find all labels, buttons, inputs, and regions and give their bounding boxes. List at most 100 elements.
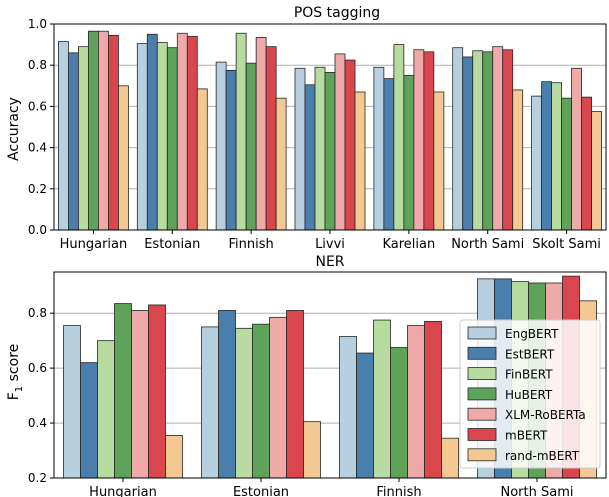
bar-finbert (235, 327, 253, 479)
bar-engbert (339, 336, 357, 479)
bar-estbert (541, 81, 552, 231)
bar-mbert (581, 96, 592, 231)
legend-swatch (467, 326, 497, 340)
bar-estbert (356, 352, 374, 479)
legend-label: XLM-RoBERTa (505, 408, 586, 422)
ner-x-categories: Hungarian Estonian Finnish North Sami (89, 478, 574, 497)
bar-finbert (314, 66, 326, 231)
bar-engbert (452, 47, 464, 231)
legend-label: mBERT (505, 429, 548, 443)
bar-hubert (88, 30, 99, 231)
bar-rand-mbert (118, 85, 129, 231)
bar-hubert (166, 47, 178, 231)
x-category-label: Hungarian (89, 485, 157, 497)
y-tick-label: 0.2 (28, 182, 47, 196)
x-category-label: Livvi (315, 237, 345, 252)
y-tick-label: 0.2 (28, 471, 47, 485)
bar-finbert (97, 340, 115, 479)
pos-y-ticks: 0.0 0.2 0.4 0.6 0.8 1.0 (28, 17, 54, 237)
bar-hubert (252, 323, 270, 479)
bar-xlm-roberta (413, 49, 425, 231)
bar-hubert (403, 75, 415, 231)
bar-engbert (294, 67, 306, 231)
legend-swatch (467, 407, 497, 421)
legend-swatch (467, 448, 497, 462)
bar-engbert (201, 326, 219, 479)
bar-rand-mbert (591, 111, 602, 231)
bar-xlm-roberta (98, 30, 109, 231)
ner-y-axis-label: F1 score (6, 344, 25, 401)
bar-mbert (423, 51, 435, 231)
y-tick-label: 1.0 (28, 17, 47, 31)
legend-swatch (467, 428, 497, 441)
bar-hubert (482, 51, 494, 231)
bar-xlm-roberta (131, 310, 149, 479)
bar-finbert (156, 42, 168, 231)
bar-finbert (551, 82, 562, 231)
x-category-label: Karelian (382, 237, 435, 252)
bar-rand-mbert (433, 91, 445, 231)
y-tick-label: 0.6 (28, 99, 47, 113)
ner-y-ticks: 0.2 0.4 0.6 0.8 (28, 306, 54, 485)
bar-estbert (225, 69, 237, 231)
bar-rand-mbert (303, 421, 321, 479)
y-tick-label: 0.4 (28, 141, 47, 155)
bar-estbert (304, 84, 316, 231)
x-category-label: Hungarian (60, 237, 128, 252)
legend-swatch (467, 367, 497, 381)
bar-estbert (80, 362, 98, 479)
ner-legend: EngBERT EstBERT FinBERT HuBERT XLM-RoBERTa mB… (459, 319, 601, 469)
bar-rand-mbert (165, 435, 183, 479)
legend-label: FinBERT (505, 368, 553, 382)
ner-plot-frame (53, 271, 607, 479)
bar-mbert (502, 49, 514, 231)
bar-mbert (108, 34, 119, 231)
bar-engbert (215, 61, 227, 231)
bar-estbert (383, 78, 395, 231)
bar-finbert (78, 46, 89, 231)
legend-swatch (467, 346, 497, 360)
ner-y-axis-label-subscript: 1 (14, 386, 25, 392)
bar-xlm-roberta (407, 325, 425, 479)
bar-estbert (462, 56, 474, 231)
bar-mbert (424, 321, 442, 479)
bar-finbert (393, 44, 405, 231)
bar-engbert (58, 41, 69, 231)
bar-xlm-roberta (571, 67, 582, 231)
bar-xlm-roberta (492, 46, 504, 231)
y-tick-label: 0.4 (28, 416, 47, 430)
y-tick-label: 0.0 (28, 223, 47, 237)
bar-engbert (373, 66, 385, 231)
bar-finbert (235, 32, 247, 231)
x-category-label: Finnish (376, 485, 421, 497)
bar-rand-mbert (354, 91, 366, 231)
bar-mbert (148, 304, 166, 479)
y-tick-label: 0.8 (28, 306, 47, 320)
ner-y-axis-label-rest: score (6, 344, 22, 386)
bar-engbert (531, 95, 542, 231)
pos-chart-title: POS tagging (294, 5, 380, 21)
bar-estbert (218, 310, 236, 479)
x-category-label: North Sami (451, 237, 524, 252)
y-tick-label: 0.8 (28, 58, 47, 72)
bar-mbert (186, 35, 198, 231)
x-category-label: Estonian (233, 485, 289, 497)
bar-xlm-roberta (255, 36, 267, 231)
bar-xlm-roberta (269, 316, 287, 479)
legend-swatch (467, 387, 497, 401)
ner-chart: NER F1 score 0.2 0.4 0.6 0.8 Hungarian Eston… (6, 254, 607, 497)
bar-hubert (245, 62, 257, 231)
bar-hubert (561, 97, 572, 231)
bar-mbert (265, 46, 277, 231)
pos-chart: POS tagging Accuracy 0.00.20.40.60.81.0 … (6, 5, 607, 252)
bar-finbert (472, 50, 484, 231)
bar-xlm-roberta (334, 53, 346, 231)
bar-estbert (68, 52, 79, 231)
x-category-label: Skolt Sami (532, 237, 601, 252)
x-category-label: Finnish (229, 237, 274, 252)
bar-rand-mbert (275, 97, 287, 231)
pos-bars (58, 30, 602, 231)
bar-hubert (324, 72, 336, 231)
y-tick-label: 0.6 (28, 361, 47, 375)
